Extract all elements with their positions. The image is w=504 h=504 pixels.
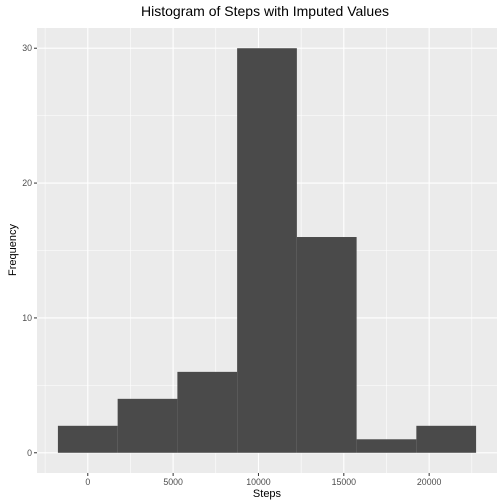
y-axis-ticks: 0 10 20 30	[22, 43, 37, 458]
x-tick-label: 5000	[163, 477, 183, 487]
y-tick-label: 10	[22, 313, 32, 323]
chart-title: Histogram of Steps with Imputed Values	[141, 3, 389, 19]
histogram-bars	[57, 48, 477, 453]
histogram-bar	[356, 439, 417, 453]
y-tick-label: 30	[22, 43, 32, 53]
y-tick-label: 0	[27, 448, 32, 458]
histogram-bar	[57, 425, 118, 453]
x-tick-label: 0	[85, 477, 90, 487]
histogram-bar	[177, 371, 238, 453]
histogram-bar	[117, 398, 178, 453]
histogram-bar	[416, 425, 477, 453]
histogram-bar	[237, 48, 297, 453]
x-tick-label: 15000	[332, 477, 357, 487]
x-tick-label: 20000	[417, 477, 442, 487]
x-axis-title: Steps	[253, 488, 282, 500]
y-axis-title: Frequency	[7, 224, 19, 276]
y-tick-label: 20	[22, 178, 32, 188]
x-axis-ticks: 0 5000 10000 15000 20000	[85, 473, 441, 487]
histogram-bar	[296, 237, 357, 453]
x-tick-label: 10000	[246, 477, 271, 487]
